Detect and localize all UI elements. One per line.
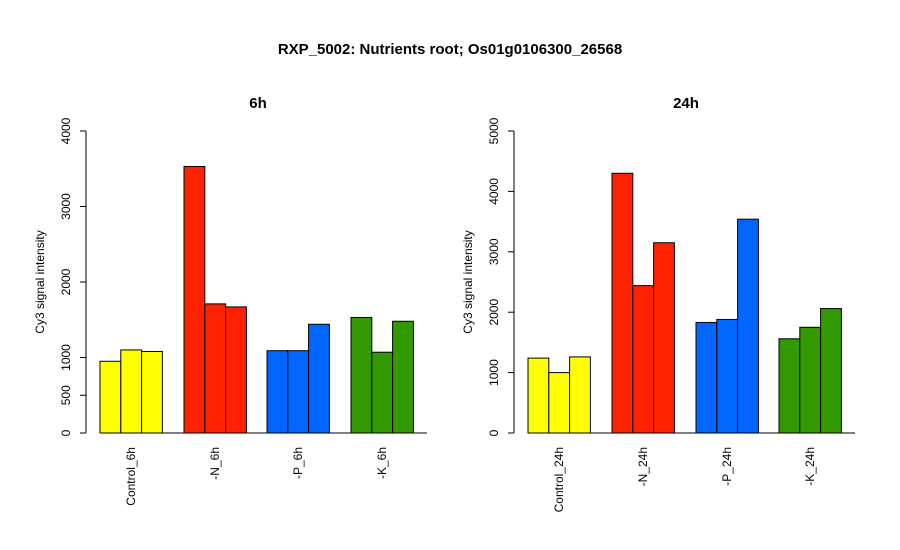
bar--N_24h-2 bbox=[632, 285, 655, 434]
y-tick-label: 500 bbox=[59, 385, 73, 405]
bar--K_6h-3 bbox=[392, 320, 414, 434]
x-category-label: -P_6h bbox=[291, 447, 305, 479]
main-title: RXP_5002: Nutrients root; Os01g0106300_2… bbox=[278, 41, 622, 58]
bar--P_6h-3 bbox=[308, 323, 330, 434]
y-tick-label: 3000 bbox=[59, 193, 73, 220]
bar--P_6h-2 bbox=[287, 350, 310, 434]
bar-Control_24h-2 bbox=[548, 372, 571, 434]
bar-Control_6h-1 bbox=[99, 360, 122, 434]
y-tick-label: 4000 bbox=[59, 117, 73, 144]
bar--K_6h-1 bbox=[350, 316, 373, 434]
bar--K_6h-2 bbox=[371, 351, 394, 434]
y-tick-label: 5000 bbox=[487, 117, 501, 144]
y-tick-label: 0 bbox=[59, 429, 73, 436]
bar--P_24h-1 bbox=[695, 321, 718, 434]
panel-title-24h: 24h bbox=[673, 95, 699, 112]
bar--K_24h-2 bbox=[799, 326, 822, 434]
x-category-label: -N_24h bbox=[636, 447, 650, 486]
x-category-label: Control_6h bbox=[124, 447, 138, 506]
y-axis-label-6h: Cy3 signal intensity bbox=[33, 230, 47, 333]
y-tick-label: 2000 bbox=[487, 299, 501, 326]
bar--K_24h-1 bbox=[778, 338, 801, 434]
y-tick-label: 3000 bbox=[487, 238, 501, 265]
bar-Control_6h-2 bbox=[120, 349, 143, 434]
x-category-label: Control_24h bbox=[552, 447, 566, 512]
bar-Control_24h-1 bbox=[527, 357, 550, 434]
bar--K_24h-3 bbox=[820, 308, 842, 434]
bar--N_6h-2 bbox=[204, 303, 227, 434]
x-category-label: -N_6h bbox=[208, 447, 222, 480]
y-tick-label: 4000 bbox=[487, 178, 501, 205]
bar--N_24h-3 bbox=[653, 242, 675, 434]
bar-Control_24h-3 bbox=[569, 356, 591, 434]
bar--P_6h-1 bbox=[266, 350, 289, 434]
y-tick-label: 1000 bbox=[487, 359, 501, 386]
x-category-label: -K_24h bbox=[803, 447, 817, 486]
bar-Control_6h-3 bbox=[141, 350, 163, 434]
y-tick-label: 0 bbox=[487, 429, 501, 436]
bar--N_24h-1 bbox=[611, 172, 634, 434]
bar--N_6h-3 bbox=[225, 306, 247, 434]
x-category-label: -K_6h bbox=[375, 447, 389, 479]
y-axis-label-24h: Cy3 signal intensity bbox=[461, 230, 475, 333]
panel-24h: 24h Cy3 signal intensity 0 1000 2000 3000 40… bbox=[461, 95, 855, 512]
y-tick-label: 1000 bbox=[59, 344, 73, 371]
bar--P_24h-3 bbox=[737, 218, 759, 434]
panel-6h: 6h Cy3 signal intensity 0 500 1000 2000 3000… bbox=[33, 95, 427, 506]
bar--N_6h-1 bbox=[183, 165, 206, 434]
panel-title-6h: 6h bbox=[249, 95, 267, 112]
x-category-label: -P_24h bbox=[720, 447, 734, 486]
bar--P_24h-2 bbox=[716, 318, 739, 434]
y-tick-label: 2000 bbox=[59, 268, 73, 295]
